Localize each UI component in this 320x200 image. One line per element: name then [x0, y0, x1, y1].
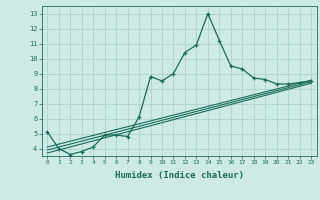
X-axis label: Humidex (Indice chaleur): Humidex (Indice chaleur)	[115, 171, 244, 180]
